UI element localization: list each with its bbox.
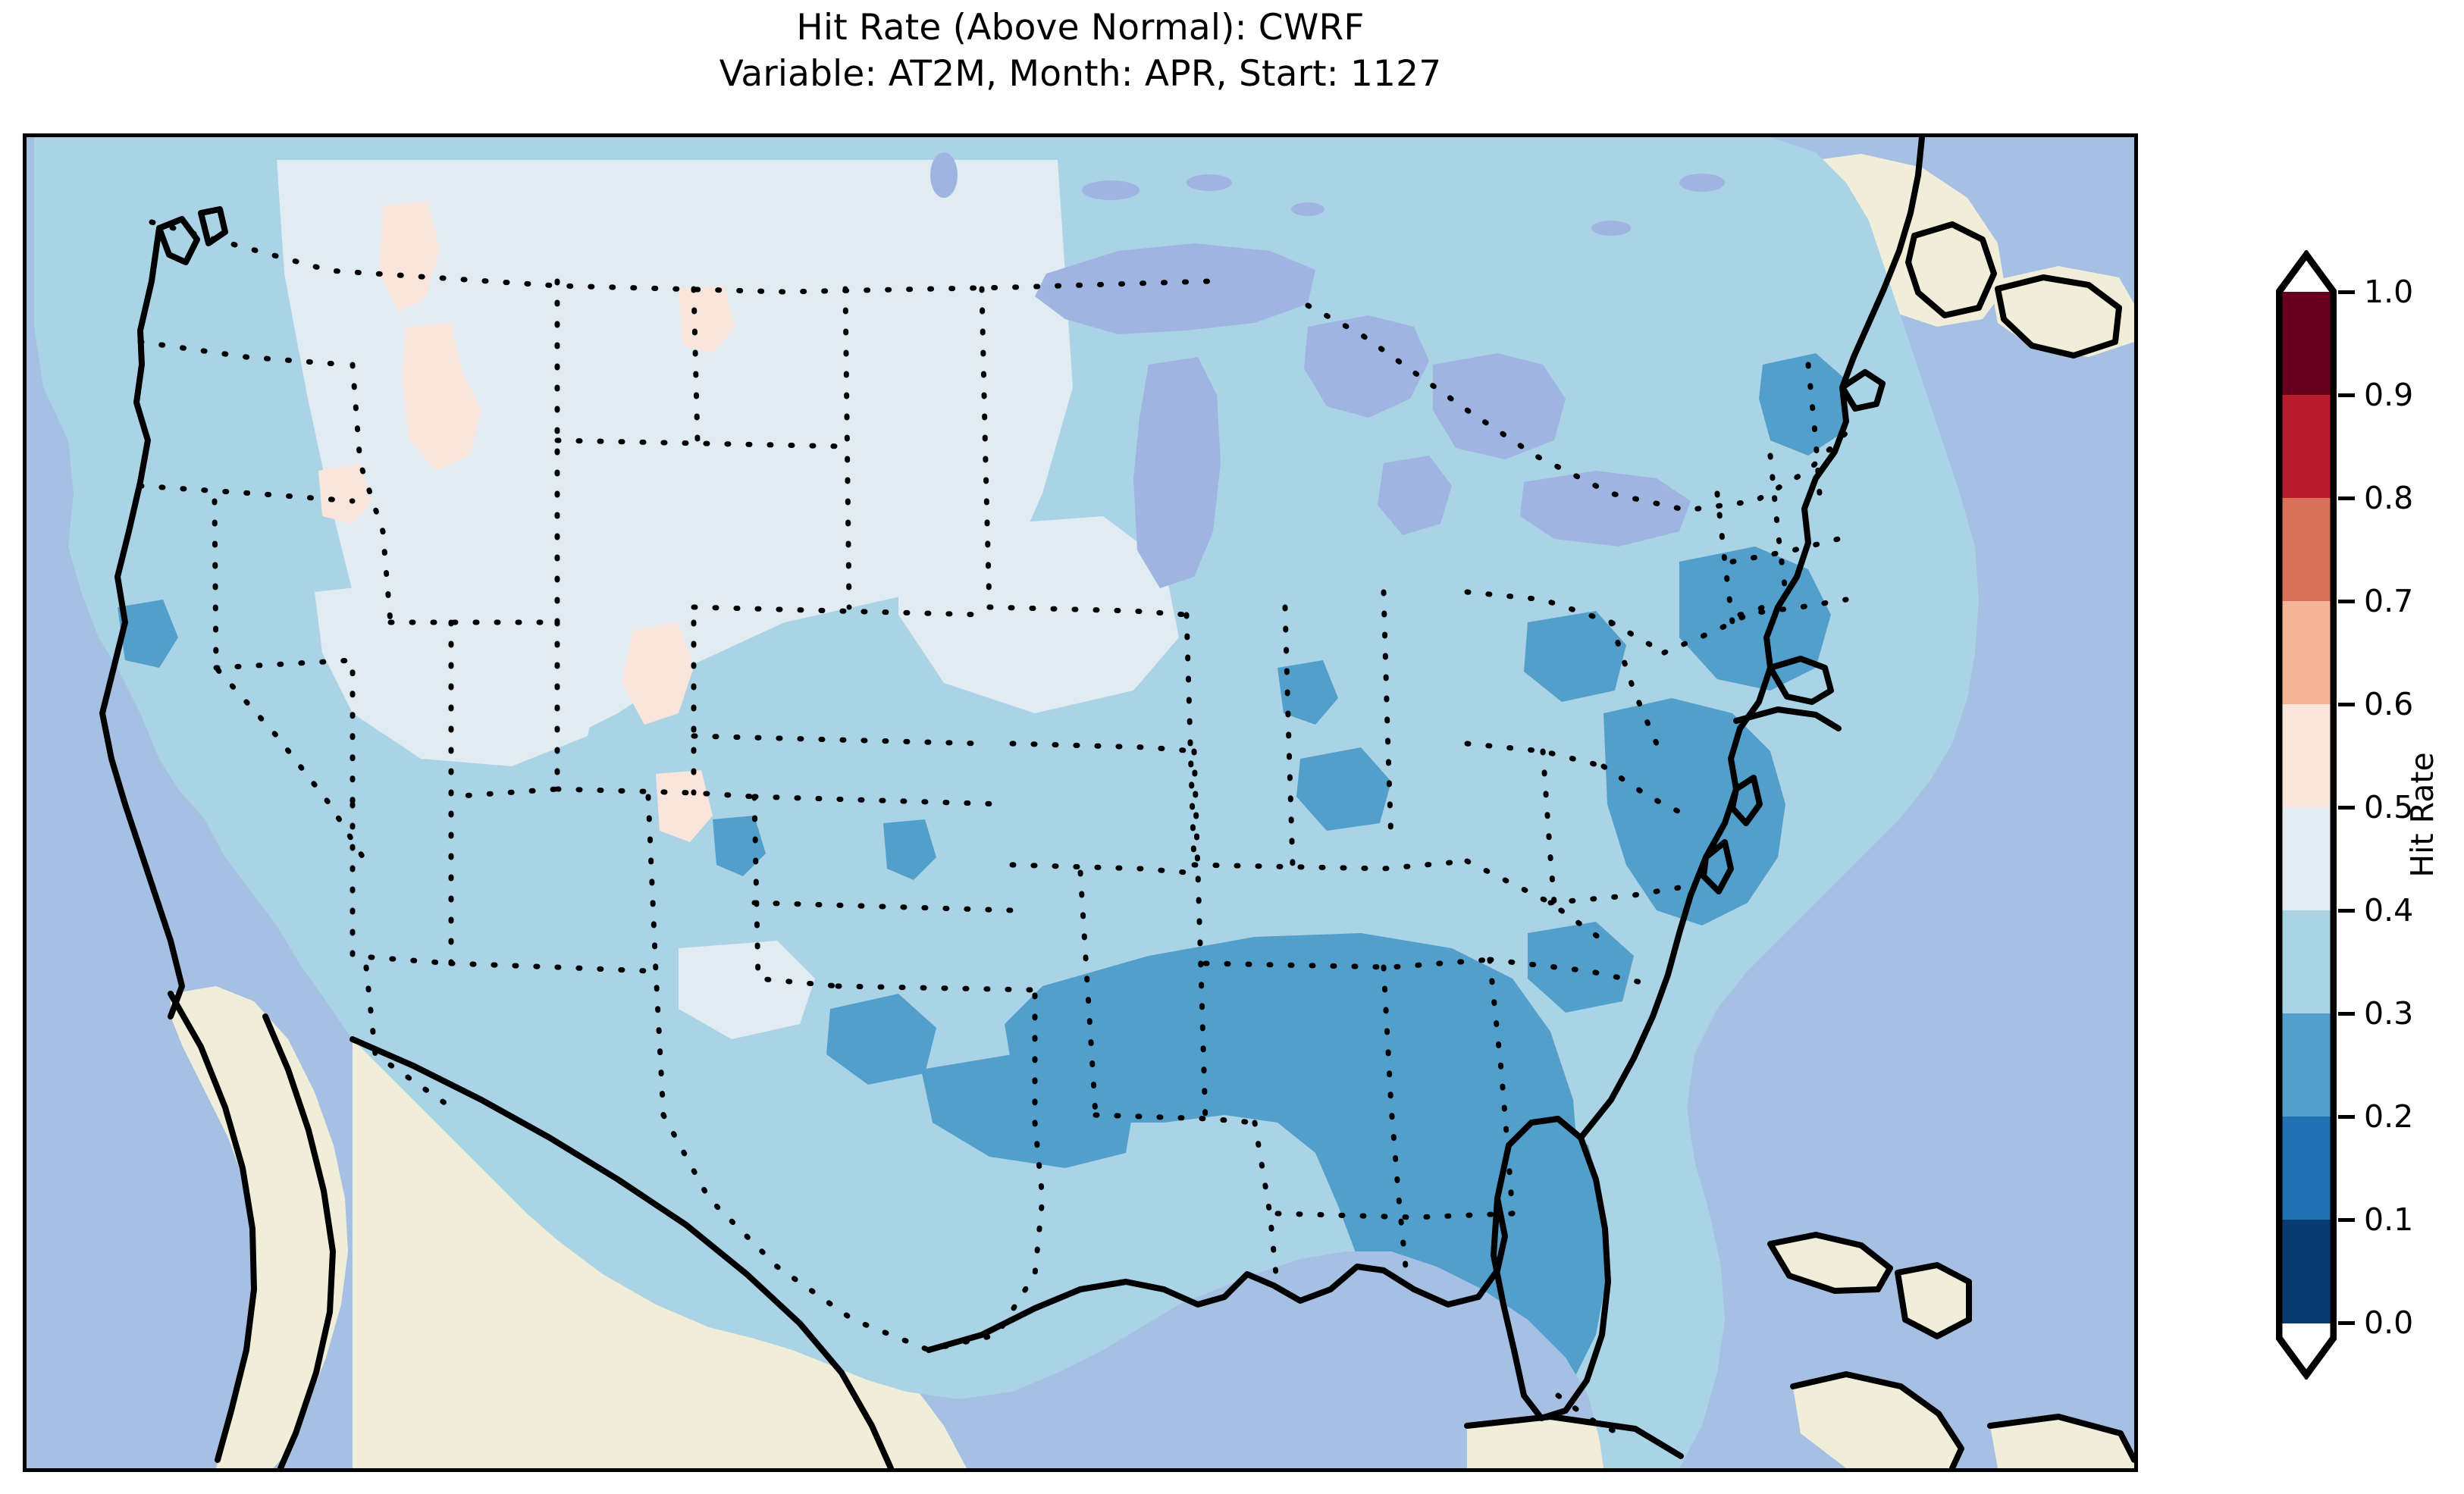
colorbar-band-5 <box>2279 807 2334 911</box>
title-line-primary: Hit Rate (Above Normal): CWRF <box>796 7 1365 49</box>
coastlines <box>99 137 2134 1468</box>
colorbar-tick-label-1.0: 1.0 <box>2364 274 2414 310</box>
colorbar-tick-label-0.7: 0.7 <box>2364 583 2414 619</box>
colorbar-tick-label-0.3: 0.3 <box>2364 995 2414 1032</box>
colorbar-tick-label-0.8: 0.8 <box>2364 480 2414 516</box>
colorbar-band-9 <box>2279 1220 2334 1323</box>
great-lakes <box>930 152 1725 588</box>
gridded-data-field <box>34 137 1979 1468</box>
colorbar-band-2 <box>2279 498 2334 602</box>
colorbar-band-1 <box>2279 395 2334 499</box>
colorbar-band-6 <box>2279 910 2334 1014</box>
colorbar-band-0 <box>2279 292 2334 396</box>
colorbar-tick-label-0.2: 0.2 <box>2364 1098 2414 1135</box>
chart-title: Hit Rate (Above Normal): CWRF Variable: … <box>0 5 2161 97</box>
colorbar-bands <box>2279 292 2334 1323</box>
colorbar-tick-label-0.1: 0.1 <box>2364 1201 2414 1238</box>
state-borders <box>137 219 1849 1436</box>
colorbar-tick-0.7 <box>2338 600 2355 603</box>
colorbar-axis-label: Hit Rate <box>2404 752 2440 878</box>
colorbar-tick-0.3 <box>2338 1012 2355 1016</box>
colorbar-band-4 <box>2279 704 2334 808</box>
map-canvas <box>27 137 2134 1468</box>
colorbar-tick-0.2 <box>2338 1115 2355 1119</box>
colorbar-tick-0.6 <box>2338 703 2355 706</box>
colorbar: 1.0 0.9 0.8 0.7 0.6 0.5 0.4 0.3 0.2 0.1 0.0 Hit Ra… <box>2267 250 2456 1387</box>
colorbar-band-3 <box>2279 601 2334 705</box>
colorbar-tick-0.4 <box>2338 909 2355 913</box>
colorbar-tick-0.0 <box>2338 1321 2355 1325</box>
colorbar-tick-0.8 <box>2338 496 2355 500</box>
colorbar-tick-label-0.4: 0.4 <box>2364 892 2414 929</box>
map-panel <box>23 133 2138 1472</box>
colorbar-tick-label-0.6: 0.6 <box>2364 686 2414 722</box>
colorbar-tick-0.5 <box>2338 806 2355 810</box>
colorbar-tick-label-0.9: 0.9 <box>2364 377 2414 413</box>
colorbar-tick-0.1 <box>2338 1218 2355 1222</box>
colorbar-band-8 <box>2279 1117 2334 1220</box>
colorbar-tick-1.0 <box>2338 290 2355 294</box>
colorbar-tick-label-0.0: 0.0 <box>2364 1305 2414 1341</box>
colorbar-band-7 <box>2279 1013 2334 1117</box>
title-line-secondary: Variable: AT2M, Month: APR, Start: 1127 <box>719 53 1442 96</box>
colorbar-outline <box>2276 250 2337 1380</box>
colorbar-tick-label-0.5: 0.5 <box>2364 789 2414 825</box>
colorbar-tick-0.9 <box>2338 393 2355 397</box>
